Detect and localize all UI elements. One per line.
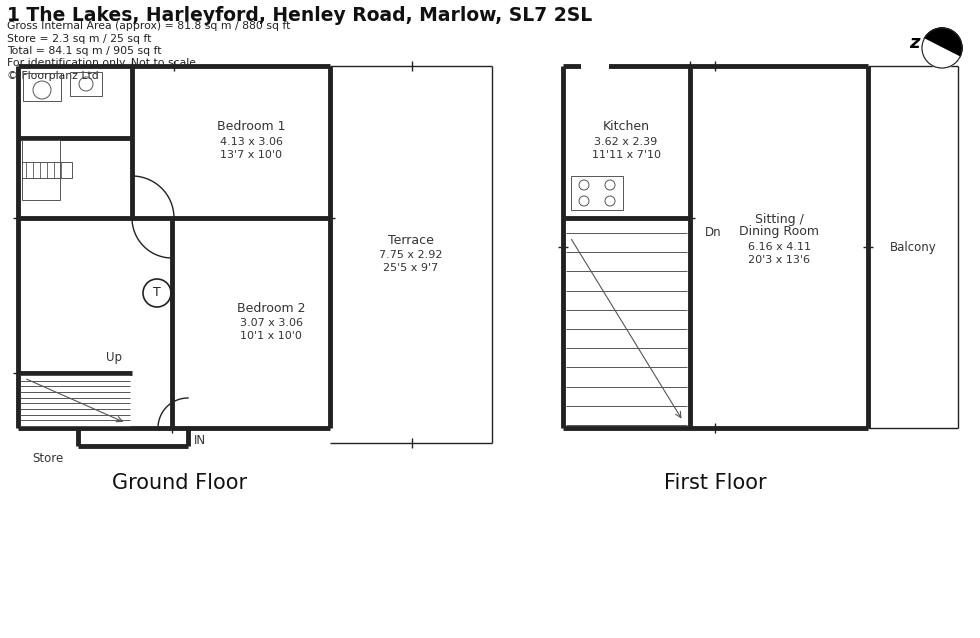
Text: 13'7 x 10'0: 13'7 x 10'0 [220, 150, 282, 160]
Text: Up: Up [106, 350, 122, 364]
Text: First Floor: First Floor [663, 473, 766, 493]
Text: Store = 2.3 sq m / 25 sq ft: Store = 2.3 sq m / 25 sq ft [7, 34, 151, 43]
Polygon shape [922, 39, 959, 68]
Text: Balcony: Balcony [890, 241, 936, 253]
Text: T: T [153, 286, 161, 299]
Bar [571, 176, 623, 210]
Text: Dining Room: Dining Room [739, 225, 819, 239]
Bar [70, 72, 102, 96]
Text: Total = 84.1 sq m / 905 sq ft: Total = 84.1 sq m / 905 sq ft [7, 46, 162, 56]
Text: 1 The Lakes, Harleyford, Henley Road, Marlow, SL7 2SL: 1 The Lakes, Harleyford, Henley Road, Ma… [7, 6, 592, 25]
Text: IN: IN [194, 433, 206, 447]
Text: 25'5 x 9'7: 25'5 x 9'7 [383, 263, 439, 273]
Text: Gross Internal Area (approx) = 81.8 sq m / 880 sq ft: Gross Internal Area (approx) = 81.8 sq m… [7, 21, 290, 31]
Text: Terrace: Terrace [388, 234, 434, 246]
Text: 6.16 x 4.11: 6.16 x 4.11 [748, 242, 810, 252]
Text: 11'11 x 7'10: 11'11 x 7'10 [592, 150, 661, 160]
Text: © Floorplanz Ltd: © Floorplanz Ltd [7, 71, 99, 81]
Text: 3.07 x 3.06: 3.07 x 3.06 [239, 318, 303, 328]
Text: Store: Store [32, 452, 64, 464]
Text: Kitchen: Kitchen [603, 121, 650, 133]
Text: z: z [908, 34, 919, 52]
Bar [23, 73, 61, 101]
Text: Dn: Dn [705, 226, 721, 239]
Text: 4.13 x 3.06: 4.13 x 3.06 [220, 137, 282, 147]
Text: 10'1 x 10'0: 10'1 x 10'0 [240, 331, 302, 341]
Text: For identification only. Not to scale.: For identification only. Not to scale. [7, 59, 199, 68]
Bar [22, 162, 72, 178]
Text: Bedroom 2: Bedroom 2 [237, 302, 305, 315]
Text: Bedroom 1: Bedroom 1 [217, 121, 285, 133]
Text: 20'3 x 13'6: 20'3 x 13'6 [748, 255, 810, 265]
Text: Sitting /: Sitting / [755, 212, 804, 225]
Text: Ground Floor: Ground Floor [113, 473, 248, 493]
Text: 7.75 x 2.92: 7.75 x 2.92 [379, 250, 443, 260]
Polygon shape [924, 28, 962, 57]
Bar [22, 140, 60, 200]
Text: 3.62 x 2.39: 3.62 x 2.39 [595, 137, 658, 147]
